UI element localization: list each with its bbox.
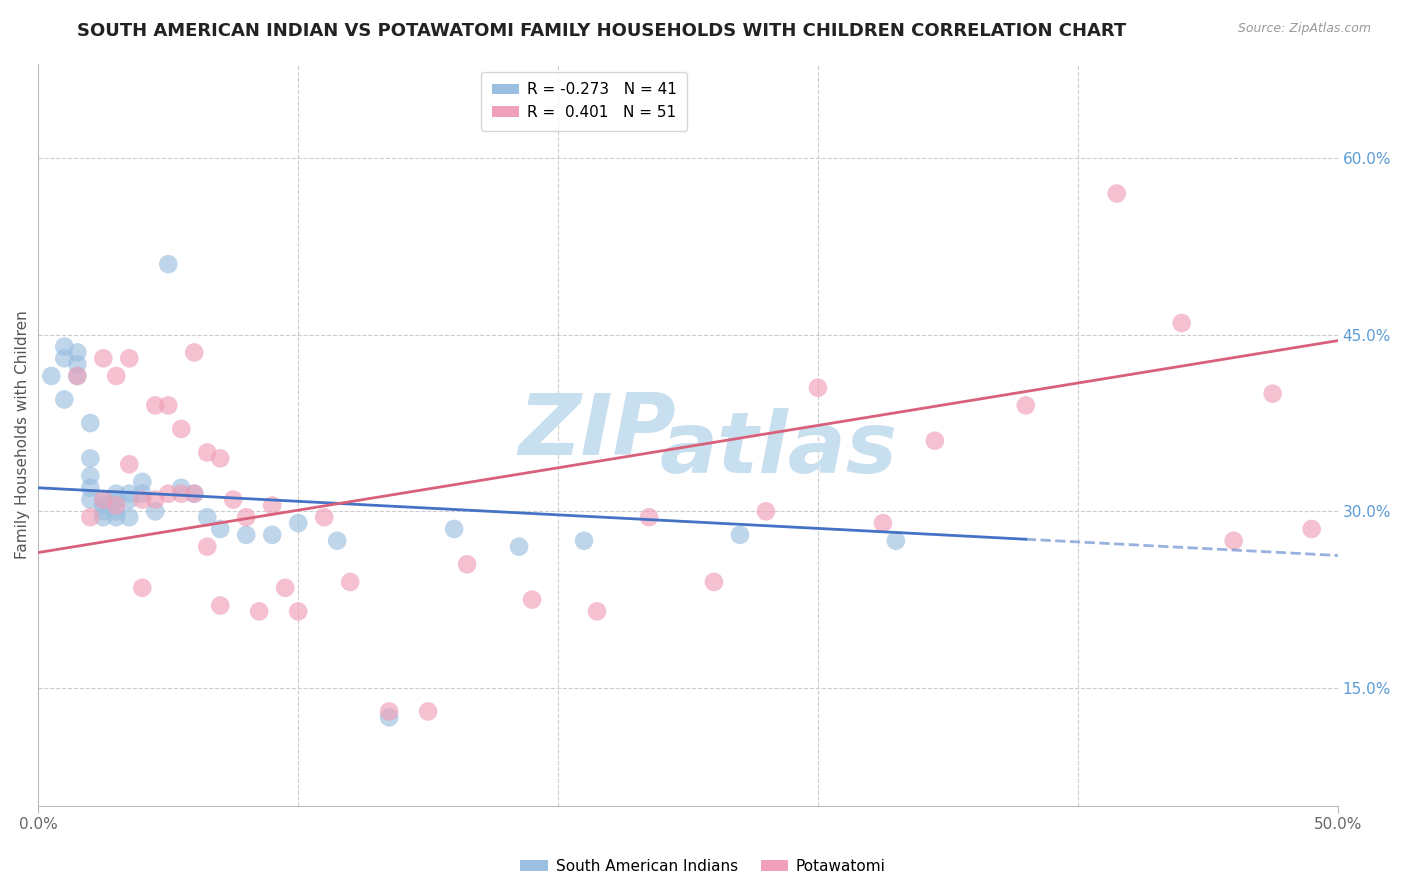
Point: [378, 705, 401, 719]
Point: [262, 499, 284, 513]
Point: [157, 486, 180, 500]
Point: [183, 486, 205, 500]
Point: [209, 599, 232, 613]
Point: [41, 368, 63, 383]
Point: [586, 604, 609, 618]
Text: Source: ZipAtlas.com: Source: ZipAtlas.com: [1237, 22, 1371, 36]
Point: [105, 486, 128, 500]
Text: SOUTH AMERICAN INDIAN VS POTAWATOMI FAMILY HOUSEHOLDS WITH CHILDREN CORRELATION : SOUTH AMERICAN INDIAN VS POTAWATOMI FAMI…: [77, 22, 1126, 40]
Point: [443, 522, 465, 536]
Point: [157, 398, 180, 412]
Point: [79, 451, 101, 466]
Point: [105, 492, 128, 507]
Point: [287, 604, 309, 618]
Point: [53, 392, 76, 407]
Point: [131, 581, 153, 595]
Point: [131, 492, 153, 507]
Point: [53, 340, 76, 354]
Point: [247, 604, 270, 618]
Point: [274, 581, 297, 595]
Point: [91, 492, 114, 507]
Legend: R = -0.273   N = 41, R =  0.401   N = 51: R = -0.273 N = 41, R = 0.401 N = 51: [481, 71, 688, 131]
Point: [1222, 533, 1244, 548]
Point: [91, 499, 114, 513]
Point: [755, 504, 778, 518]
Point: [91, 492, 114, 507]
Point: [235, 510, 257, 524]
Point: [703, 574, 725, 589]
Point: [1105, 186, 1128, 201]
Point: [183, 486, 205, 500]
Point: [170, 486, 193, 500]
Point: [118, 486, 141, 500]
Point: [118, 457, 141, 471]
Point: [1261, 386, 1284, 401]
Point: [807, 381, 830, 395]
Point: [143, 398, 166, 412]
Point: [91, 351, 114, 366]
Point: [79, 416, 101, 430]
Point: [339, 574, 361, 589]
Point: [118, 492, 141, 507]
Point: [508, 540, 530, 554]
Point: [79, 481, 101, 495]
Point: [131, 486, 153, 500]
Point: [105, 499, 128, 513]
Point: [314, 510, 336, 524]
Point: [209, 522, 232, 536]
Point: [131, 475, 153, 489]
Point: [195, 510, 218, 524]
Point: [170, 481, 193, 495]
Point: [572, 533, 595, 548]
Point: [118, 510, 141, 524]
Point: [105, 510, 128, 524]
Point: [91, 510, 114, 524]
Point: [1015, 398, 1038, 412]
Point: [326, 533, 349, 548]
Point: [91, 504, 114, 518]
Point: [1353, 440, 1375, 454]
Point: [456, 558, 478, 572]
Point: [222, 492, 245, 507]
Point: [520, 592, 543, 607]
Point: [262, 528, 284, 542]
Point: [143, 492, 166, 507]
Point: [209, 451, 232, 466]
Point: [66, 368, 89, 383]
Point: [235, 528, 257, 542]
Point: [1405, 392, 1406, 407]
Point: [79, 469, 101, 483]
Point: [195, 540, 218, 554]
Point: [170, 422, 193, 436]
Point: [1301, 522, 1323, 536]
Point: [195, 445, 218, 459]
Point: [638, 510, 661, 524]
Point: [1378, 504, 1400, 518]
Legend: South American Indians, Potawatomi: South American Indians, Potawatomi: [515, 853, 891, 880]
Point: [183, 345, 205, 359]
Point: [143, 504, 166, 518]
Point: [105, 368, 128, 383]
Point: [378, 710, 401, 724]
Point: [728, 528, 751, 542]
Text: atlas: atlas: [659, 409, 898, 491]
Point: [872, 516, 894, 530]
Point: [53, 351, 76, 366]
Point: [79, 492, 101, 507]
Point: [66, 357, 89, 371]
Point: [924, 434, 946, 448]
Point: [79, 510, 101, 524]
Y-axis label: Family Households with Children: Family Households with Children: [15, 310, 30, 559]
Point: [416, 705, 439, 719]
Point: [66, 345, 89, 359]
Point: [66, 368, 89, 383]
Point: [884, 533, 907, 548]
Point: [157, 257, 180, 271]
Point: [105, 504, 128, 518]
Point: [1170, 316, 1192, 330]
Text: ZIP: ZIP: [519, 390, 676, 473]
Point: [287, 516, 309, 530]
Point: [118, 351, 141, 366]
